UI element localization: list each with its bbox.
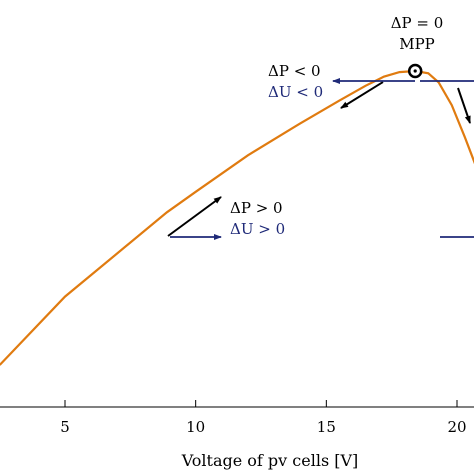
annotation-left-dp: ΔP > 0	[230, 199, 283, 217]
mpp-label-line1: ΔP = 0	[391, 14, 444, 32]
annotation-mid-du: ΔU < 0	[268, 83, 323, 101]
arrow-left-black-up	[167, 196, 222, 237]
x-ticks: 5 10 15 20	[60, 400, 467, 436]
pv-curve-series	[0, 69, 474, 366]
x-axis-label: Voltage of pv cells [V]	[181, 451, 359, 470]
x-tick-label-20: 20	[447, 418, 466, 436]
arrow-right-black-down	[457, 87, 471, 124]
x-tick-label-15: 15	[317, 418, 336, 436]
arrow-mid-black-down	[340, 81, 384, 109]
annotation-mid-dp: ΔP < 0	[268, 62, 321, 80]
mpp-marker	[407, 63, 423, 79]
x-tick-label-10: 10	[186, 418, 205, 436]
annotation-left-du: ΔU > 0	[230, 220, 285, 238]
mpp-label-line2: MPP	[399, 35, 435, 53]
mpp-inner-dot	[413, 69, 417, 73]
x-tick-label-5: 5	[60, 418, 70, 436]
